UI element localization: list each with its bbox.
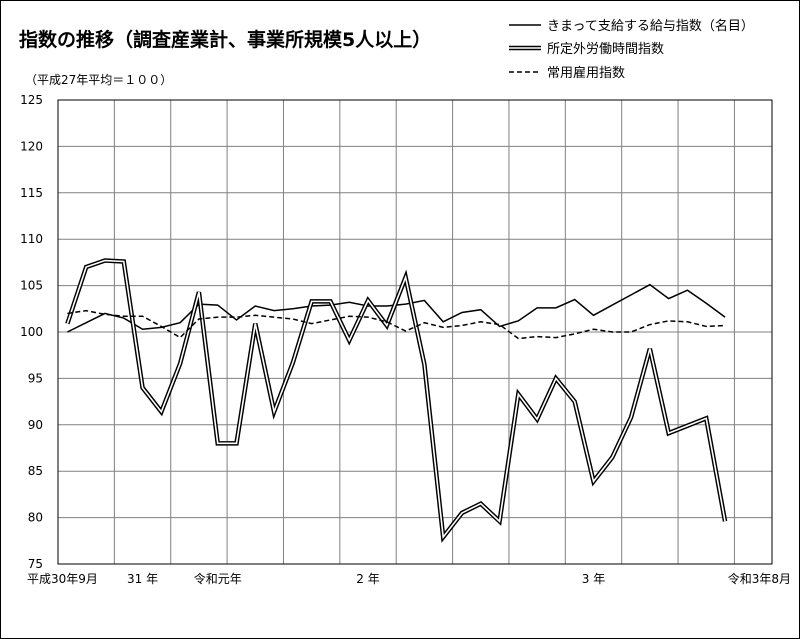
x-tick-label: 3 年 [582, 572, 605, 586]
y-tick-label: 75 [28, 557, 43, 571]
legend-label: きまって支給する給与指数（名目） [547, 18, 754, 34]
x-tick-label: 令和元年 [194, 571, 242, 586]
y-tick-label: 95 [28, 371, 43, 385]
y-tick-label: 120 [20, 139, 43, 153]
y-tick-label: 85 [28, 464, 43, 478]
y-tick-label: 105 [20, 279, 43, 293]
y-tick-label: 80 [28, 511, 43, 525]
series-line-employment [67, 309, 726, 340]
chart-title: 指数の推移（調査産業計、事業所規模5人以上） [19, 29, 432, 51]
x-tick-label: 2 年 [356, 572, 379, 586]
x-tick-label: 31 年 [127, 572, 158, 586]
y-tick-label: 90 [28, 418, 43, 432]
x-tick-label: 平成30年9月 [27, 572, 98, 586]
plot-border [57, 99, 773, 565]
legend-label: 常用雇用指数 [547, 65, 625, 81]
chart-subtitle: （平成27年平均＝１００） [25, 73, 173, 87]
y-tick-label: 125 [20, 93, 43, 107]
y-tick-label: 115 [20, 186, 43, 200]
legend-label: 所定外労働時間指数 [547, 42, 664, 57]
series-line-overtime-inner [66, 259, 726, 540]
x-tick-label: 令和3年8月 [728, 571, 791, 586]
y-tick-label: 100 [20, 325, 43, 339]
y-tick-label: 110 [20, 232, 43, 246]
